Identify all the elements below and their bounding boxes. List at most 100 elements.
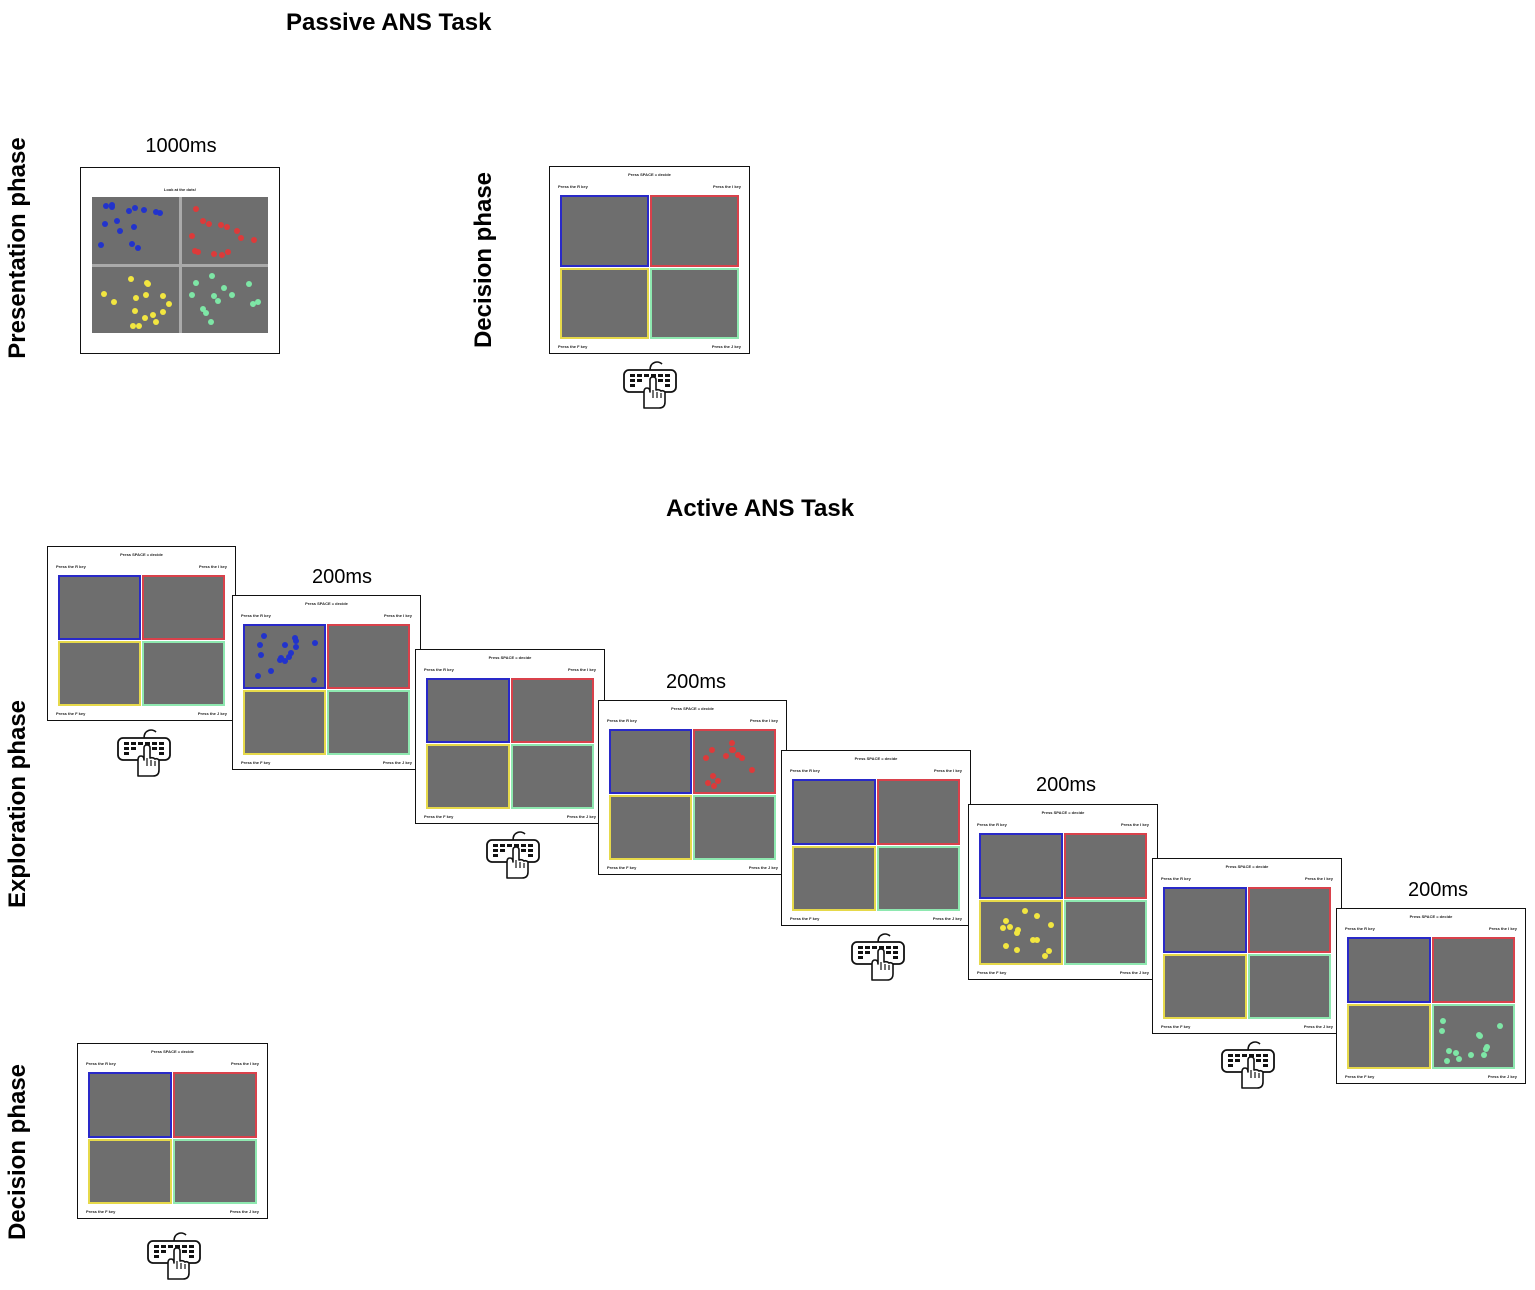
timing-label: 200ms	[1035, 774, 1097, 796]
dot	[293, 644, 300, 651]
screen-instruction: Press SPACE = decide	[671, 706, 714, 711]
dot	[111, 299, 118, 306]
exploration-screen-2: Press SPACE = decide Press the R key Press…	[232, 595, 421, 770]
dot	[1021, 907, 1028, 914]
dot	[1453, 1050, 1460, 1057]
screen-instruction: Press the R key	[977, 822, 1007, 827]
quadrant-top-right	[1431, 937, 1515, 1003]
dot	[199, 305, 206, 312]
dot	[166, 300, 173, 307]
quadrant-bottom-left	[243, 690, 326, 755]
quadrant-bottom-left	[979, 899, 1063, 965]
quadrant-bottom-right	[510, 744, 594, 809]
screen-instruction: Press the R key	[1345, 926, 1375, 931]
timing-label: 200ms	[1407, 879, 1469, 901]
quadrant-top-right	[173, 1072, 257, 1138]
screen-instruction: Press the I key	[1488, 926, 1517, 931]
dot	[722, 752, 729, 759]
keyboard-hand-icon	[485, 826, 541, 887]
dot	[195, 248, 202, 255]
timing-label: 200ms	[311, 566, 373, 588]
dot	[999, 925, 1006, 932]
dot	[132, 205, 139, 212]
dot	[135, 323, 142, 330]
quadrant-grid	[792, 779, 960, 911]
quadrant-bottom-right	[876, 845, 960, 911]
quadrant-bottom-right	[1247, 953, 1331, 1019]
dot	[192, 280, 199, 287]
quadrant-grid	[979, 833, 1147, 965]
screen-instruction: Press the R key	[56, 564, 86, 569]
screen-instruction: Press the J key	[229, 1209, 259, 1214]
screen-instruction: Press the F key	[56, 711, 86, 716]
dot	[281, 657, 288, 664]
dot	[1476, 1032, 1483, 1039]
dot	[229, 292, 236, 299]
screen-instruction: Press the R key	[607, 718, 637, 723]
quadrant-top-left	[792, 779, 876, 845]
dot	[132, 308, 139, 315]
dot	[702, 755, 709, 762]
quadrant-top-right	[693, 729, 776, 794]
dot	[1439, 1017, 1446, 1024]
dot	[738, 754, 745, 761]
dot	[101, 220, 108, 227]
dot	[108, 202, 115, 209]
dot	[1046, 947, 1053, 954]
dot	[257, 652, 264, 659]
dot	[224, 249, 231, 256]
dot	[221, 284, 228, 291]
quadrant-grid	[426, 678, 594, 809]
quadrant-bottom-left	[609, 795, 692, 860]
quadrant-blue-dots	[92, 197, 179, 264]
screen-instruction: Press the I key	[712, 184, 741, 189]
timing-label: 1000ms	[145, 135, 217, 157]
dot	[704, 779, 711, 786]
dot	[1041, 952, 1048, 959]
screen-instruction: Press the J key	[1303, 1024, 1333, 1029]
dot	[135, 245, 142, 252]
dot	[100, 290, 107, 297]
dot	[276, 657, 283, 664]
quadrant-bottom-left	[426, 744, 510, 809]
quadrant-bottom-left	[58, 641, 141, 706]
dot	[141, 206, 148, 213]
quadrant-grid	[609, 729, 776, 860]
screen-instruction: Press the J key	[566, 814, 596, 819]
dot	[715, 777, 722, 784]
dot	[217, 221, 224, 228]
screen-instruction: Press SPACE = decide	[628, 172, 671, 177]
dot	[1030, 937, 1037, 944]
dot	[1438, 1027, 1445, 1034]
screen-instruction: Press the J key	[1119, 970, 1149, 975]
dot	[208, 318, 215, 325]
dot	[131, 223, 138, 230]
dot	[192, 205, 199, 212]
dot	[1014, 946, 1021, 953]
screen-instruction: Press SPACE = decide	[1041, 810, 1085, 815]
quadrant-bottom-left	[88, 1138, 172, 1204]
screen-instruction: Press the I key	[933, 768, 962, 773]
screen-instruction: Press the I key	[1120, 822, 1149, 827]
dot	[1481, 1052, 1488, 1059]
dot	[287, 650, 294, 657]
screen-instruction: Press the F key	[1161, 1024, 1191, 1029]
exploration-screen-4: Press SPACE = decide Press the R key Press…	[598, 700, 787, 875]
dot	[728, 740, 735, 747]
dot	[1006, 923, 1013, 930]
quadrant-grid	[88, 1072, 257, 1204]
dot	[1446, 1048, 1453, 1055]
screen-instruction: Press SPACE = decide	[854, 756, 898, 761]
exploration-screen-7: Press SPACE = decide Press the R key Press…	[1152, 858, 1342, 1034]
quadrant-top-right	[510, 678, 594, 743]
dot	[282, 642, 289, 649]
dot	[1002, 917, 1009, 924]
screen-instruction: Press the R key	[1161, 876, 1191, 881]
dot	[708, 746, 715, 753]
keyboard-hand-icon	[1220, 1036, 1276, 1097]
screen-instruction: Press the I key	[230, 1061, 259, 1066]
dot	[735, 751, 742, 758]
quadrant-top-right	[1063, 833, 1147, 899]
quadrant-top-left	[979, 833, 1063, 899]
dot	[189, 291, 196, 298]
